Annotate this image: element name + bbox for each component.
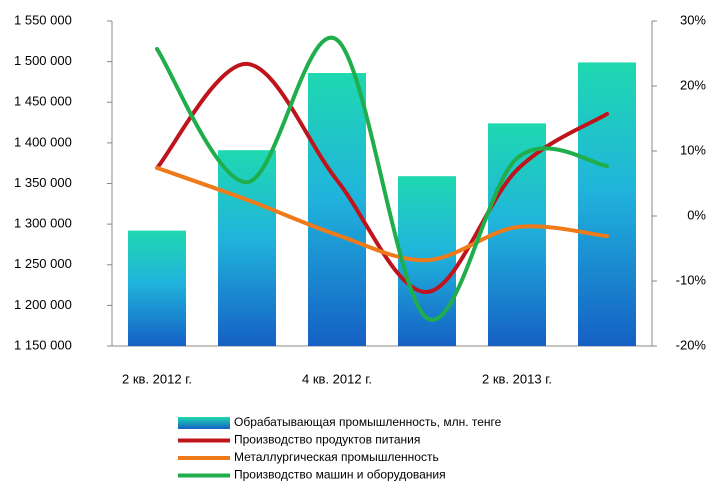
x-tick-label: 2 кв. 2013 г.	[482, 371, 552, 386]
bar	[218, 150, 276, 346]
y2-tick-label: -20%	[676, 337, 707, 352]
line	[155, 61, 609, 295]
y-tick-label: 1 200 000	[14, 297, 72, 312]
legend-label: Металлургическая промышленность	[234, 450, 439, 464]
y-tick-label: 1 550 000	[14, 12, 72, 27]
legend-label: Обрабатывающая промышленность, млн. тенг…	[234, 415, 502, 429]
y-tick-label: 1 250 000	[14, 256, 72, 271]
y-tick-label: 1 300 000	[14, 216, 72, 231]
y-tick-label: 1 500 000	[14, 53, 72, 68]
y-tick-label: 1 150 000	[14, 337, 72, 352]
x-tick-label: 4 кв. 2012 г.	[302, 371, 372, 386]
bar	[128, 230, 186, 346]
bar	[578, 62, 636, 346]
y-tick-label: 1 400 000	[14, 134, 72, 149]
x-tick-label: 2 кв. 2012 г.	[122, 371, 192, 386]
line	[155, 35, 609, 322]
y2-tick-label: 0%	[687, 207, 706, 222]
legend-label: Производство продуктов питания	[234, 433, 420, 447]
y2-tick-label: 20%	[680, 77, 706, 92]
line	[155, 165, 609, 263]
y2-tick-label: 10%	[680, 142, 706, 157]
y2-tick-label: 30%	[680, 12, 706, 27]
y-tick-label: 1 350 000	[14, 175, 72, 190]
y-tick-label: 1 450 000	[14, 94, 72, 109]
legend-label: Производство машин и оборудования	[234, 468, 446, 482]
legend-swatch	[178, 417, 230, 429]
y2-tick-label: -10%	[676, 272, 707, 287]
